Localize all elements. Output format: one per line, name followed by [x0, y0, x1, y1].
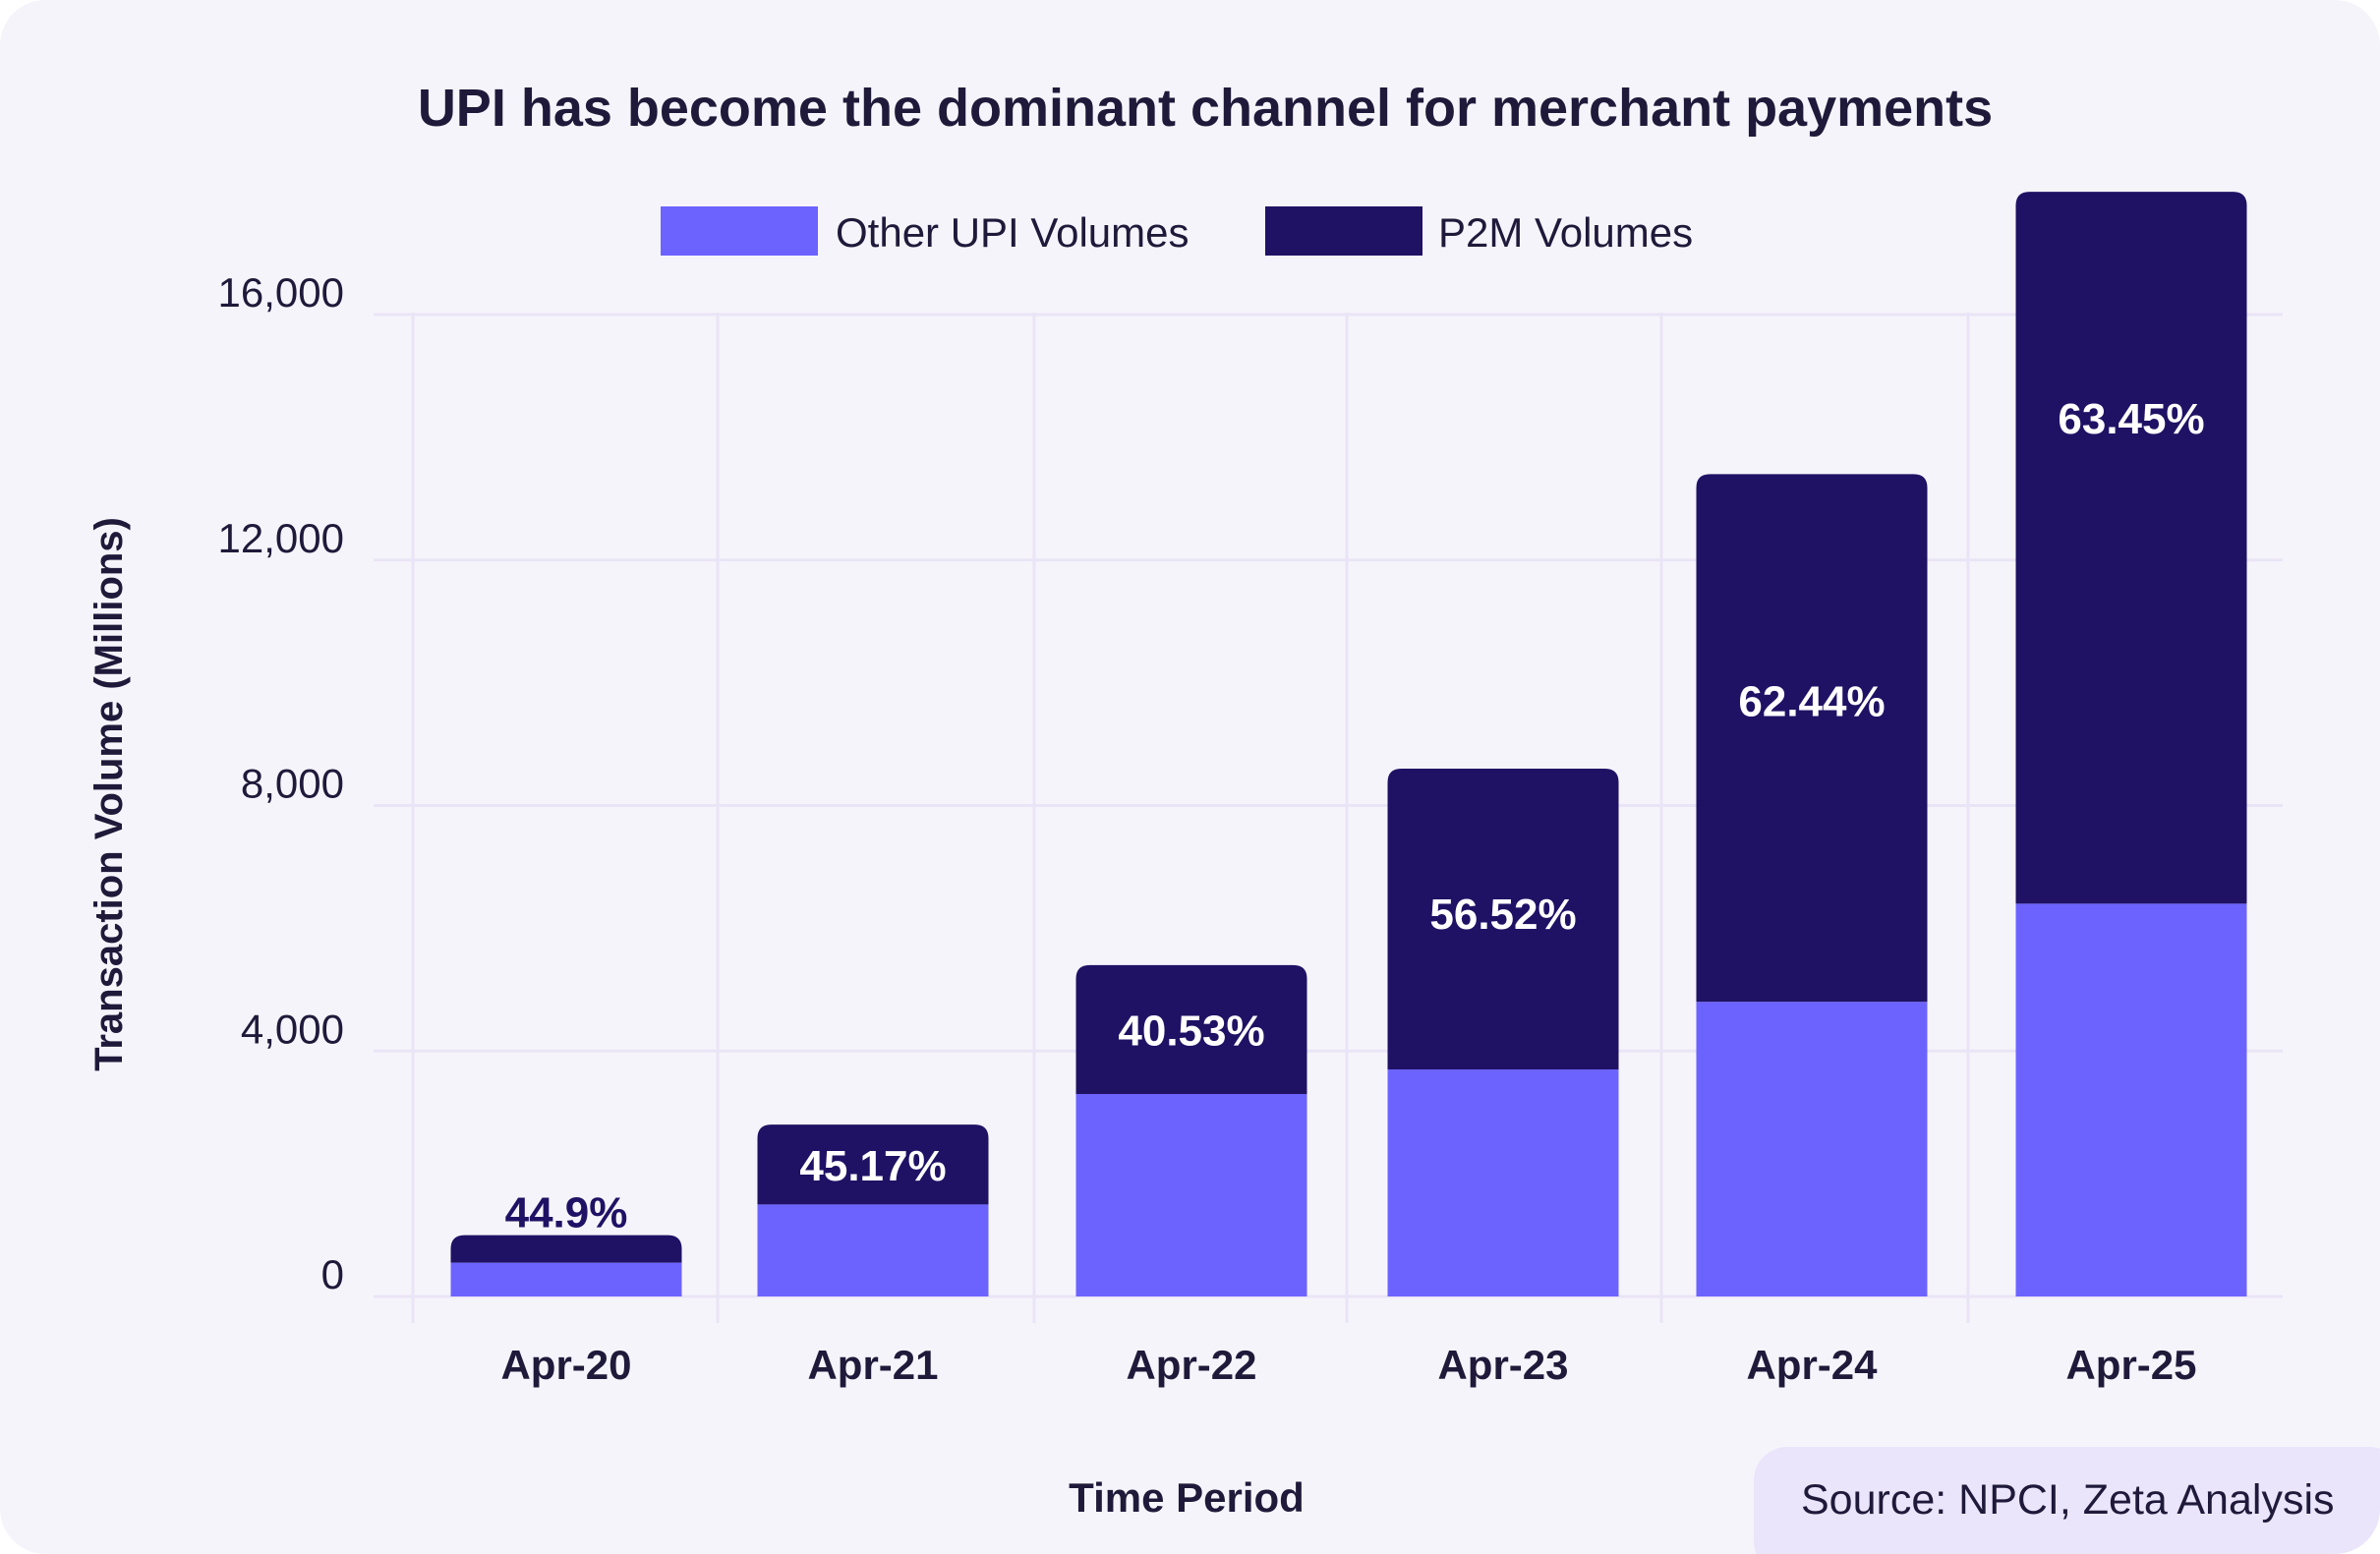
source-box: [1754, 1447, 2380, 1554]
y-tick-label: 16,000: [218, 269, 344, 316]
data-label: 44.9%: [505, 1189, 628, 1237]
bar-other-upi: [1696, 1002, 1928, 1296]
x-tick-label: Apr-23: [1437, 1342, 1568, 1388]
x-axis-ticks: Apr-20 Apr-21 Apr-22 Apr-23 Apr-24 Apr-25: [500, 1342, 2196, 1388]
x-tick-label: Apr-20: [500, 1342, 631, 1388]
legend-label-p2m: P2M Volumes: [1438, 209, 1693, 256]
y-axis-ticks: 0 4,000 8,000 12,000 16,000: [218, 269, 344, 1297]
bar-p2m: [450, 1235, 682, 1263]
legend-label-other-upi: Other UPI Volumes: [836, 209, 1189, 256]
x-tick-label: Apr-22: [1126, 1342, 1256, 1388]
y-tick-label: 4,000: [241, 1006, 344, 1052]
bar-p2m: [757, 1124, 989, 1205]
data-label: 62.44%: [1738, 677, 1885, 725]
bar-other-upi: [2015, 903, 2247, 1296]
chart-title: UPI has become the dominant channel for …: [418, 79, 1993, 138]
bar-other-upi: [1387, 1068, 1619, 1296]
data-label: 40.53%: [1118, 1007, 1264, 1055]
data-label: 56.52%: [1429, 891, 1576, 939]
legend-swatch-p2m: [1265, 206, 1422, 256]
legend: Other UPI Volumes P2M Volumes: [661, 206, 1693, 256]
data-label: 45.17%: [799, 1142, 946, 1190]
data-label: 63.45%: [2058, 395, 2204, 443]
x-tick-label: Apr-21: [807, 1342, 938, 1388]
x-axis-label: Time Period: [1069, 1474, 1305, 1521]
y-tick-label: 0: [321, 1251, 344, 1297]
bar-other-upi: [757, 1204, 989, 1296]
source-note: Source: NPCI, Zeta Analysis: [1801, 1476, 2335, 1524]
bar-p2m: [2015, 192, 2247, 904]
bar-p2m: [1075, 964, 1307, 1094]
grid: [374, 313, 2283, 1323]
x-tick-label: Apr-25: [2065, 1342, 2196, 1388]
y-tick-label: 12,000: [218, 515, 344, 561]
bar-other-upi: [1075, 1093, 1307, 1296]
y-axis-label: Transaction Volume (Millions): [87, 517, 131, 1071]
y-tick-label: 8,000: [241, 761, 344, 807]
bar-other-upi: [450, 1262, 682, 1296]
bars: 44.9% 45.17% 40.53% 56.52% 62.44% 63.45%: [450, 192, 2247, 1296]
legend-swatch-other-upi: [661, 206, 818, 256]
bar-p2m: [1696, 474, 1928, 1003]
x-tick-label: Apr-24: [1746, 1342, 1878, 1388]
bar-p2m: [1387, 769, 1619, 1069]
